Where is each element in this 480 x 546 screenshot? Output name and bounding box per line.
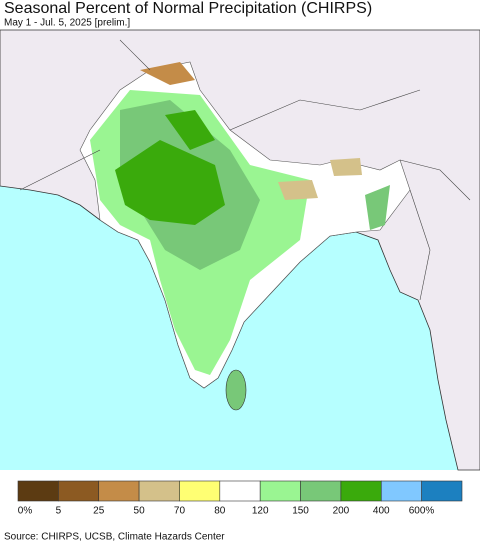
title: Seasonal Percent of Normal Precipitation…: [4, 0, 372, 17]
legend-swatch: [17, 480, 59, 502]
legend-swatch: [58, 480, 100, 502]
legend-label: 120: [252, 506, 269, 517]
green-dark: [115, 140, 225, 225]
legend-swatch: [259, 480, 301, 502]
borders: [19, 39, 471, 301]
legend-swatch: [340, 480, 382, 502]
legend-swatch: [380, 480, 422, 502]
legend-label: 200: [333, 506, 350, 517]
subtitle: May 1 - Jul. 5, 2025 [prelim.]: [4, 18, 130, 29]
tan-nepal: [330, 158, 362, 176]
green-east: [365, 185, 390, 230]
tan-north: [140, 62, 195, 85]
legend-label: 0%: [18, 506, 33, 517]
legend-label: 150: [292, 506, 309, 517]
legend-label: 80: [214, 506, 226, 517]
legend-label: 25: [93, 506, 105, 517]
legend-swatch: [138, 480, 180, 502]
sri-lanka: [225, 369, 247, 411]
source: Source: CHIRPS, UCSB, Climate Hazards Ce…: [4, 532, 225, 543]
legend-label: 5: [56, 506, 62, 517]
legend-swatch: [421, 480, 463, 502]
map: [0, 29, 480, 471]
tan-east: [278, 180, 318, 200]
legend-label: 50: [134, 506, 146, 517]
legend-swatch: [98, 480, 140, 502]
legend-label: 600%: [409, 506, 435, 517]
legend-swatch: [300, 480, 342, 502]
legend-swatch: [219, 480, 261, 502]
legend-label: 70: [174, 506, 186, 517]
green-dark-north: [165, 110, 215, 150]
legend-swatch: [179, 480, 221, 502]
legend-label: 400: [373, 506, 390, 517]
legend: 0% 5 25 50 70 80 120 150 200 400 600%: [17, 480, 463, 517]
